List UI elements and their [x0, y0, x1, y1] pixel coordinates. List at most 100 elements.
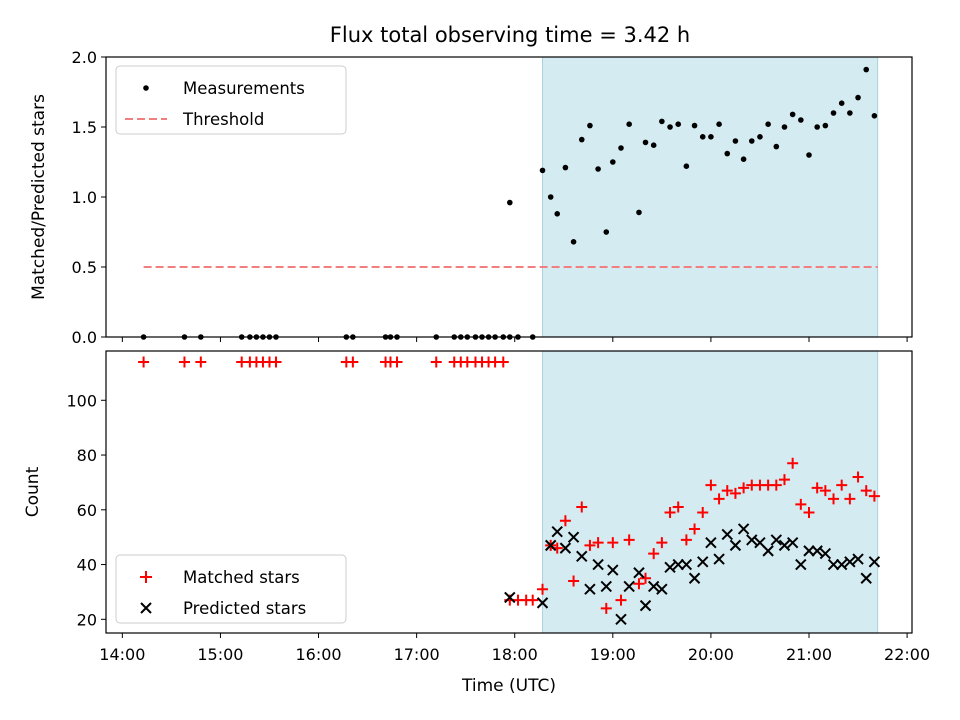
data-point [721, 485, 733, 497]
data-point [633, 578, 645, 590]
x-tick-label: 15:00 [197, 645, 243, 664]
data-point [592, 537, 604, 549]
data-point [729, 487, 741, 499]
data-point [819, 485, 831, 497]
data-point [868, 556, 881, 568]
data-point [740, 156, 747, 162]
x-tick-label: 22:00 [884, 645, 930, 664]
legend-box [115, 65, 347, 135]
data-point [705, 479, 717, 491]
legend: Measurements Threshold [115, 65, 347, 135]
y-tick-label: 1.5 [72, 118, 97, 137]
data-point [672, 501, 684, 513]
data-point [773, 143, 780, 150]
data-point [595, 166, 601, 172]
data-point [642, 139, 649, 146]
data-point [806, 152, 812, 158]
data-point [504, 591, 516, 604]
data-point [863, 66, 870, 73]
data-point [584, 539, 596, 551]
data-point [852, 553, 864, 565]
data-point [738, 482, 750, 494]
data-point [578, 136, 585, 143]
data-point [871, 113, 878, 119]
data-point [716, 121, 722, 127]
y-tick-label: 80 [77, 446, 97, 465]
legend-label: Threshold [182, 110, 264, 129]
y-tick-label: 2.0 [72, 48, 97, 67]
series-x-1 [504, 523, 881, 626]
data-point [536, 597, 549, 609]
data-point [664, 507, 676, 519]
data-point [713, 553, 725, 565]
bottom-panel: 20 40 60 80 100 14:00 15:00 16:00 17:00 18:00 19:0… [23, 350, 930, 696]
data-point [537, 583, 549, 595]
y-tick-label: 40 [77, 556, 97, 575]
data-point [770, 479, 782, 491]
data-point [835, 558, 848, 571]
data-point [787, 457, 799, 469]
data-point [724, 150, 731, 157]
data-point [708, 134, 714, 140]
y-tick-label: 60 [77, 501, 97, 520]
data-point [828, 493, 840, 505]
data-point [567, 531, 580, 543]
legend-marker [140, 602, 152, 614]
x-tick-label: 14:00 [99, 645, 145, 664]
x-tick-label: 18:00 [492, 645, 538, 664]
data-point [748, 138, 755, 144]
data-point [847, 110, 853, 116]
data-point [647, 580, 660, 593]
series-plus-0 [138, 356, 880, 614]
legend-label: Matched stars [183, 568, 300, 587]
observing-window-band [542, 350, 879, 634]
data-point [639, 599, 652, 612]
chart-title: Flux total observing time = 3.42 h [330, 23, 690, 47]
data-point [551, 525, 563, 538]
data-point [615, 613, 627, 626]
legend-box [115, 554, 347, 624]
data-point [664, 561, 676, 573]
data-point [778, 539, 791, 552]
data-point [732, 138, 739, 144]
data-point [607, 537, 619, 549]
legend: Matched stars Predicted stars [115, 554, 347, 624]
data-point [827, 558, 840, 571]
data-point [600, 602, 612, 614]
data-point [195, 356, 207, 368]
x-tick-label: 21:00 [786, 645, 832, 664]
data-point [615, 594, 627, 606]
y-axis-label: Matched/Predicted stars [29, 94, 49, 300]
data-point [430, 356, 442, 368]
data-point [544, 539, 557, 552]
data-point [592, 558, 604, 571]
data-point [600, 580, 612, 593]
data-point [640, 572, 652, 584]
y-tick-label: 0.5 [72, 258, 97, 277]
data-point [391, 356, 403, 368]
data-point [721, 528, 733, 541]
data-point [691, 122, 698, 129]
x-tick-label: 19:00 [590, 645, 636, 664]
data-point [778, 474, 790, 486]
legend-marker [140, 571, 152, 583]
data-point [819, 547, 832, 560]
data-point [680, 558, 693, 571]
legend-label: Measurements [183, 79, 305, 98]
data-point [562, 164, 569, 171]
top-panel: 0.0 0.5 1.0 1.5 2.0 Matched/Predicted stars Me… [29, 48, 913, 347]
data-point [576, 501, 588, 513]
axes-frame [105, 350, 913, 634]
data-point [811, 545, 823, 557]
data-point [178, 356, 190, 368]
data-point [844, 493, 856, 505]
data-point [860, 572, 872, 584]
data-point [811, 482, 823, 494]
data-point [554, 211, 561, 217]
data-point [762, 545, 774, 557]
data-point [539, 167, 546, 174]
data-point [795, 558, 807, 571]
data-point [618, 145, 624, 151]
data-point [138, 356, 150, 368]
